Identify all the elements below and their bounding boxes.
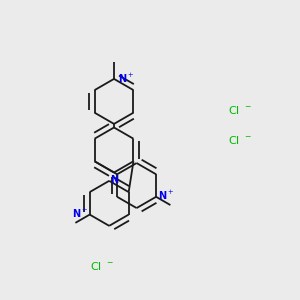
Text: N$^+$: N$^+$ — [72, 207, 88, 220]
Text: N$^+$: N$^+$ — [118, 71, 134, 85]
Text: N$^+$: N$^+$ — [158, 189, 174, 203]
Text: Cl $^-$: Cl $^-$ — [228, 103, 252, 116]
Text: N: N — [110, 175, 119, 185]
Text: Cl $^-$: Cl $^-$ — [90, 260, 114, 272]
Text: Cl $^-$: Cl $^-$ — [228, 134, 252, 146]
